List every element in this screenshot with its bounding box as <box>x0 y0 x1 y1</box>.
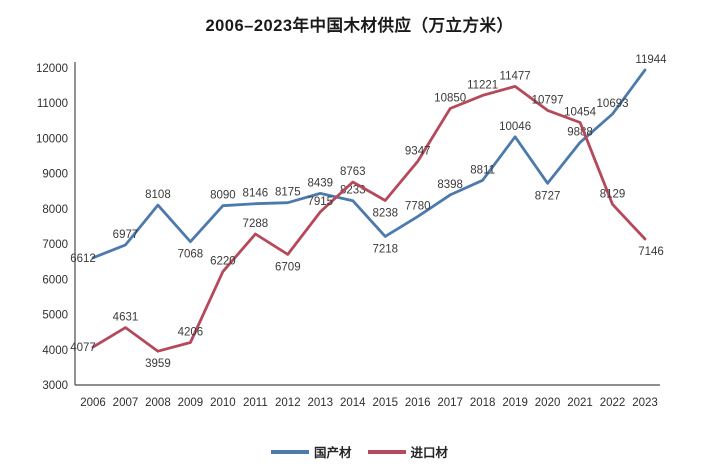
data-label: 11944 <box>635 54 667 66</box>
data-label: 7780 <box>405 201 431 213</box>
x-tick-label: 2018 <box>470 397 496 409</box>
y-tick-label: 5000 <box>42 310 68 322</box>
data-label: 6709 <box>275 261 301 273</box>
series-line-domestic <box>91 68 647 260</box>
x-tick-label: 2010 <box>210 397 236 409</box>
data-label: 10693 <box>597 98 629 110</box>
y-tick-label: 12000 <box>36 63 68 75</box>
data-label: 7146 <box>638 246 664 258</box>
data-label: 8811 <box>470 164 495 176</box>
data-label: 6612 <box>70 253 96 265</box>
y-tick-label: 4000 <box>42 345 68 357</box>
x-tick-label: 2019 <box>502 397 528 409</box>
data-label: 8238 <box>372 208 398 220</box>
x-tick-label: 2008 <box>145 397 171 409</box>
data-label: 8175 <box>275 187 301 199</box>
y-tick-label: 10000 <box>36 133 68 145</box>
x-tick-label: 2007 <box>113 397 139 409</box>
data-label: 11221 <box>467 79 498 91</box>
y-tick-label: 9000 <box>42 169 68 181</box>
data-label: 9888 <box>567 126 593 138</box>
data-label: 11477 <box>500 70 531 82</box>
data-label: 8763 <box>340 166 366 178</box>
series-line-imported <box>91 85 647 353</box>
data-label: 8727 <box>535 190 561 202</box>
data-label: 4077 <box>70 342 96 354</box>
x-tick-label: 2020 <box>535 397 561 409</box>
legend-item-imported: 进口材 <box>367 442 449 461</box>
data-label: 7068 <box>178 249 204 261</box>
x-tick-label: 2015 <box>372 397 398 409</box>
legend-label-imported: 进口材 <box>410 446 449 460</box>
data-label: 7218 <box>372 243 398 255</box>
x-tick-label: 2016 <box>405 397 431 409</box>
x-tick-label: 2017 <box>437 397 463 409</box>
y-tick-label: 8000 <box>42 204 68 216</box>
legend-item-domestic: 国产材 <box>270 442 352 461</box>
data-label: 8398 <box>437 179 463 191</box>
x-tick-label: 2022 <box>600 397 626 409</box>
data-label: 8108 <box>145 189 171 201</box>
legend-line-swatch-imported <box>367 449 406 454</box>
data-label: 10850 <box>434 93 466 105</box>
data-label: 3959 <box>145 358 171 370</box>
data-label: 8439 <box>307 177 333 189</box>
data-label: 9347 <box>405 145 431 157</box>
x-tick-label: 2014 <box>340 397 366 409</box>
x-tick-label: 2006 <box>80 397 106 409</box>
data-label: 10797 <box>532 94 564 106</box>
x-tick-label: 2011 <box>243 397 268 409</box>
data-label: 6977 <box>113 229 139 241</box>
data-label: 8090 <box>210 190 236 202</box>
y-tick-label: 7000 <box>42 239 68 251</box>
data-label: 8129 <box>600 188 626 200</box>
chart-title: 2006–2023年中国木材供应（万立方米） <box>205 17 514 35</box>
data-label: 4631 <box>113 312 139 324</box>
y-tick-label: 11000 <box>37 98 68 110</box>
legend-label-domestic: 国产材 <box>313 446 352 460</box>
x-tick-label: 2023 <box>632 397 658 409</box>
data-label: 7288 <box>243 218 269 230</box>
y-tick-label: 6000 <box>42 274 68 286</box>
data-label: 4206 <box>178 327 204 339</box>
data-label: 10046 <box>499 121 531 133</box>
x-tick-label: 2012 <box>275 397 301 409</box>
y-tick-label: 3000 <box>42 380 68 392</box>
data-label: 8146 <box>243 188 269 200</box>
legend-line-swatch-domestic <box>270 449 309 454</box>
data-label: 6220 <box>210 256 236 268</box>
data-label: 10454 <box>564 106 597 118</box>
x-tick-label: 2021 <box>567 397 593 409</box>
x-tick-label: 2013 <box>307 397 333 409</box>
legend: 国产材 进口材 <box>0 442 719 461</box>
x-tick-label: 2009 <box>178 397 204 409</box>
data-label: 7915 <box>307 196 333 208</box>
